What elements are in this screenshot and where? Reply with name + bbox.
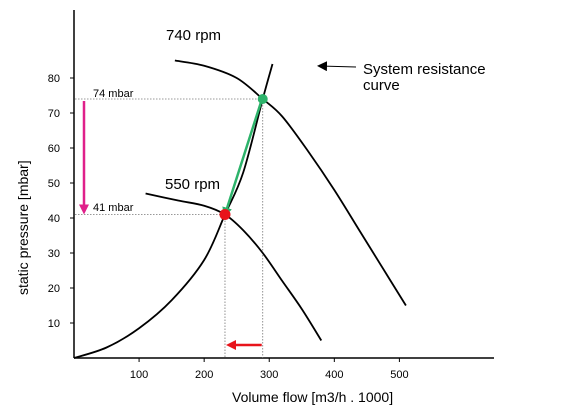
x-tick-label: 200 [195,369,213,381]
ref-label-41: 41 mbar [93,202,134,214]
annotation-arrows [79,101,262,350]
y-tick-label: 70 [48,108,60,120]
reference-lines [75,98,264,358]
operating-points [219,94,268,220]
axis-ticks: 100 200 300 400 500 10 20 30 40 50 60 70 80 [48,73,409,381]
y-axis-label: static pressure [mbar] [15,160,31,295]
x-tick-label: 100 [130,369,148,381]
axes [73,10,494,359]
fan-curve-740-rpm [174,59,407,306]
fan-curve-550-rpm [145,192,323,341]
rpm-550-label: 550 rpm [165,176,220,193]
y-tick-label: 50 [48,178,60,190]
system-resistance-curve [73,63,274,359]
operating-point-740 [257,94,268,104]
y-tick-label: 40 [48,213,60,225]
x-tick-label: 500 [390,369,408,381]
x-tick-label: 300 [260,369,278,381]
y-tick-label: 60 [48,143,60,155]
operating-point-550 [219,209,231,220]
system-curve-label-line1: System resistance [363,61,486,78]
y-tick-label: 80 [48,73,60,85]
system-curve-pointer [317,61,357,72]
series-lines [73,59,407,359]
y-tick-label: 20 [48,283,60,295]
y-tick-label: 10 [48,318,60,330]
x-tick-label: 400 [325,369,343,381]
y-tick-label: 30 [48,248,60,260]
rpm-740-label: 740 rpm [166,27,221,44]
system-curve-label-line2: curve [363,77,400,94]
operating-shift-arrow [222,102,262,218]
ref-label-74: 74 mbar [93,88,134,100]
x-axis-label: Volume flow [m3/h . 1000] [232,389,393,405]
text-annotations: 740 rpm 550 rpm System resistance curve … [93,27,486,214]
